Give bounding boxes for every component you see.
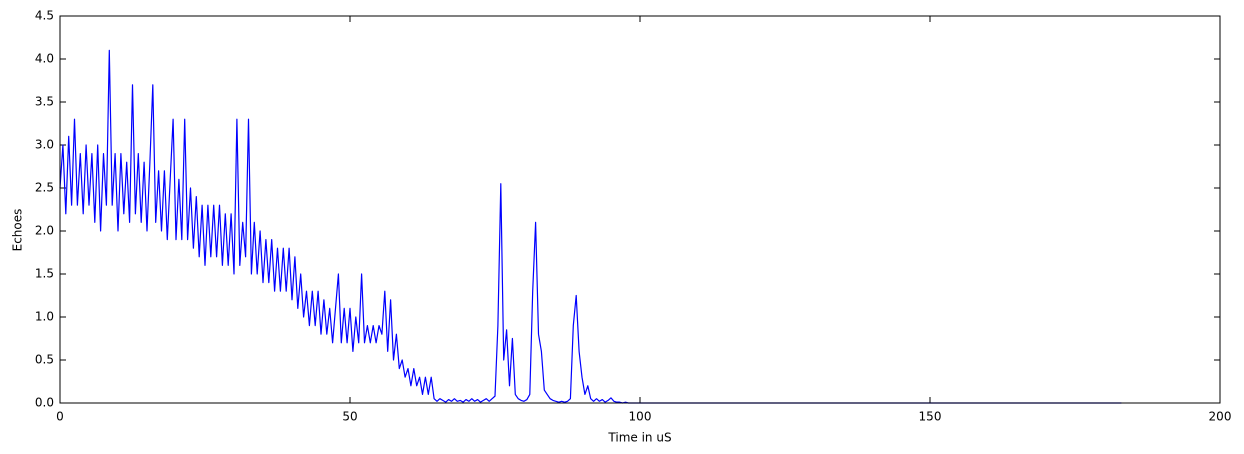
y-tick-label: 2.0 [35, 224, 54, 238]
x-tick-label: 100 [629, 410, 652, 424]
x-tick-label: 0 [56, 410, 64, 424]
y-tick-label: 3.0 [35, 138, 54, 152]
plot-frame [59, 15, 1221, 404]
y-tick-label: 1.5 [35, 267, 54, 281]
y-tick-label: 4.5 [35, 9, 54, 23]
data-line [59, 49, 1122, 404]
y-tick-label: 0.0 [35, 396, 54, 410]
x-axis-label: Time in uS [607, 431, 671, 445]
x-tick-label: 150 [919, 410, 942, 424]
y-axis-label: Echoes [11, 209, 25, 252]
y-tick-label: 3.5 [35, 95, 54, 109]
y-tick-label: 2.5 [35, 181, 54, 195]
x-tick-label: 200 [1209, 410, 1232, 424]
x-tick-label: 50 [342, 410, 357, 424]
y-tick-label: 1.0 [35, 310, 54, 324]
y-tick-label: 0.5 [35, 353, 54, 367]
y-tick-label: 4.0 [35, 52, 54, 66]
